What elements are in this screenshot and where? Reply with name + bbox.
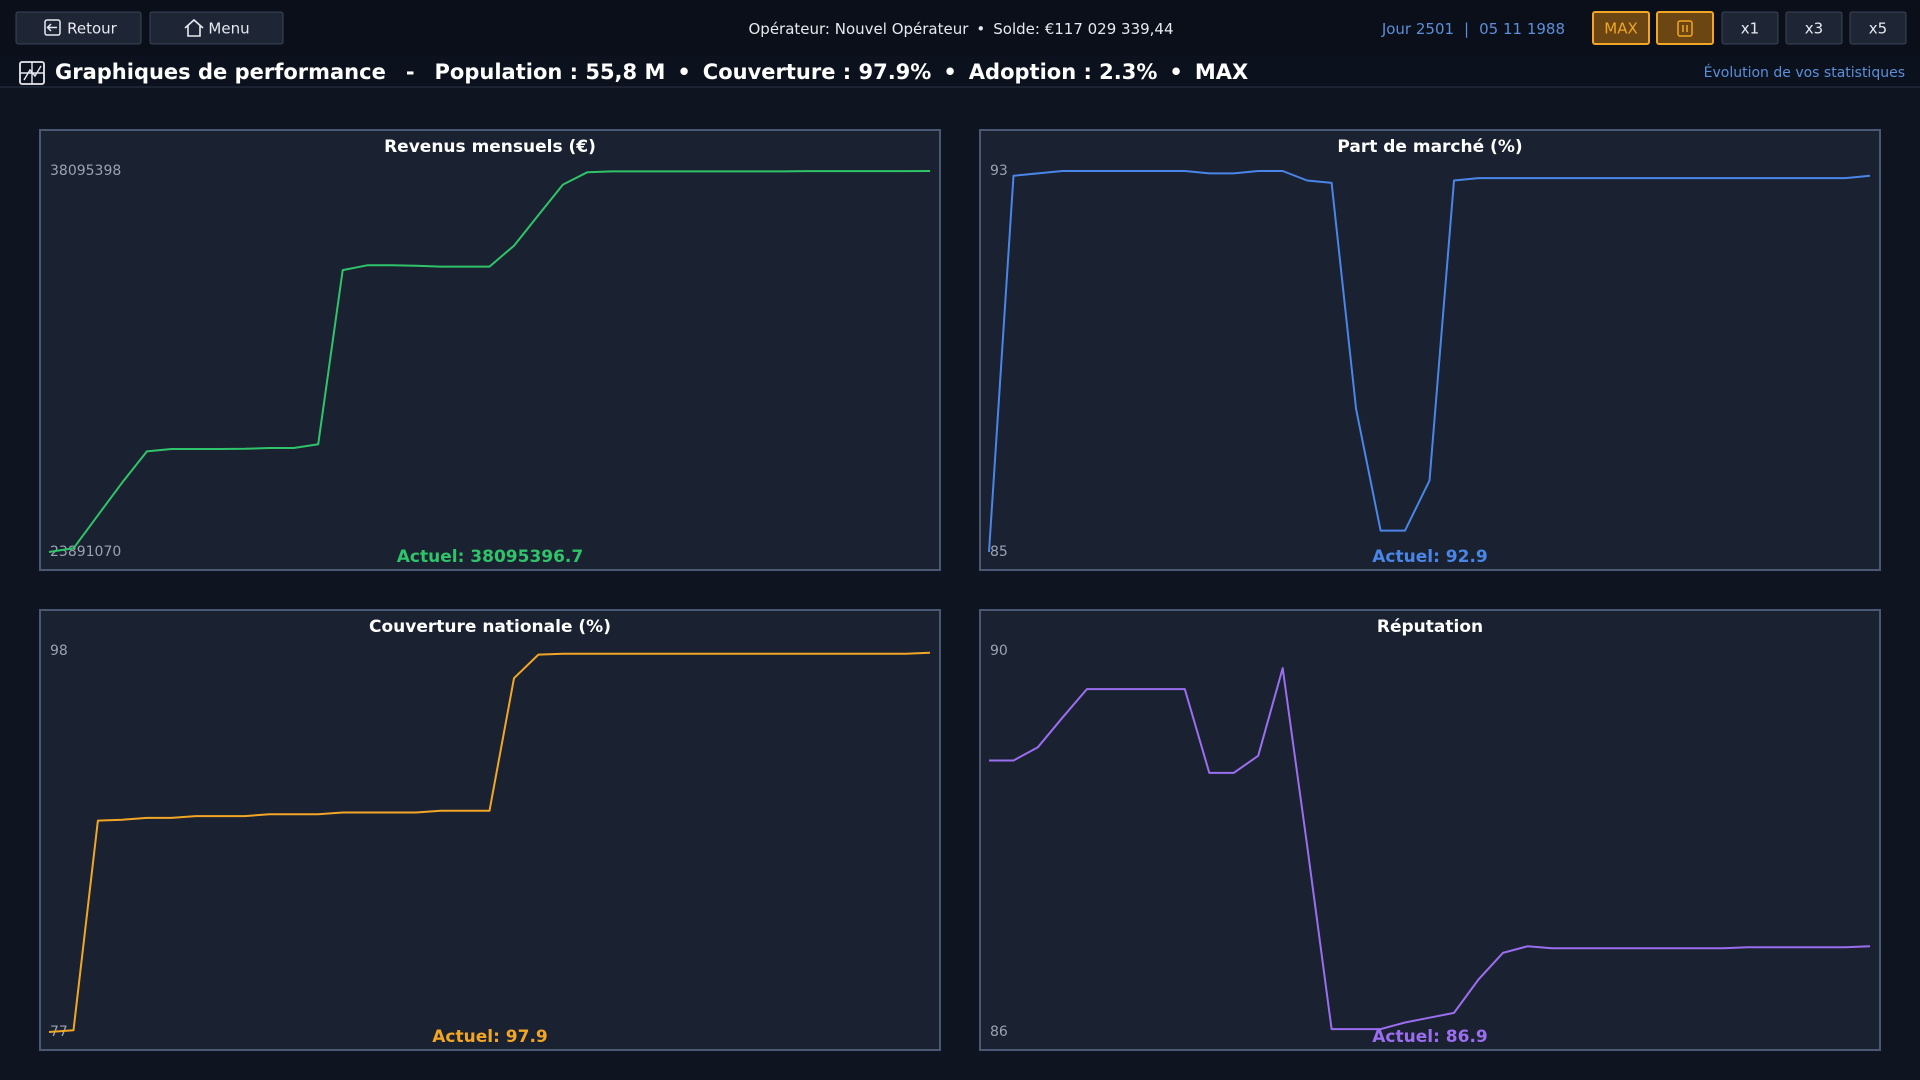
y-tick-label: 86 — [990, 1024, 1008, 1040]
separator: • — [677, 60, 690, 84]
button-frame[interactable] — [1592, 11, 1650, 45]
back-icon — [44, 19, 61, 36]
speed-button[interactable]: x3 — [1785, 11, 1843, 45]
current-value: Actuel: 38095396.7 — [397, 547, 583, 567]
button-label[interactable]: x3 — [1805, 20, 1823, 38]
subtitle: Évolution de vos statistiques — [1704, 64, 1905, 81]
panel-frame — [39, 609, 941, 1051]
y-tick-label: 23891070 — [50, 544, 121, 560]
chart-title: Part de marché (%) — [1337, 137, 1522, 157]
y-tick-label: 90 — [990, 643, 1008, 659]
button-frame[interactable] — [149, 11, 284, 45]
button-label[interactable]: Menu — [208, 20, 249, 38]
speed-button[interactable] — [1656, 11, 1714, 45]
series-line — [48, 170, 931, 553]
operator: Opérateur: Nouvel Opérateur — [748, 20, 969, 38]
button-label[interactable]: MAX — [1604, 20, 1637, 38]
speed-button[interactable]: x1 — [1721, 11, 1779, 45]
title-bar — [0, 56, 1920, 87]
button-frame[interactable] — [1785, 11, 1843, 45]
series-line — [989, 667, 1871, 1031]
chart-panel: Réputation 86 90 Actuel: 86.9 — [979, 609, 1881, 1051]
panel-frame — [979, 129, 1881, 571]
speed-button[interactable]: x5 — [1849, 11, 1907, 45]
button-label[interactable]: Retour — [67, 20, 118, 38]
pause-icon — [1677, 20, 1693, 37]
title: Graphiques de performance — [55, 60, 386, 84]
stat: Couverture : 97.9% — [703, 60, 932, 84]
date-divider: | — [1464, 20, 1469, 38]
stat: Population : 55,8 M — [435, 60, 666, 84]
chart-panel: Revenus mensuels (€) 23891070 38095398 Actu… — [39, 129, 941, 571]
date-line: Jour 2501 | 05 11 1988 — [1381, 20, 1565, 38]
stat: Adoption : 2.3% — [969, 60, 1158, 84]
icon-lines — [20, 62, 44, 84]
y-tick-label: 38095398 — [50, 163, 121, 179]
back-arrow — [46, 23, 57, 32]
stat: MAX — [1195, 60, 1248, 84]
chart-title: Revenus mensuels (€) — [384, 137, 596, 157]
panel-frame — [979, 609, 1881, 1051]
status-line: Opérateur: Nouvel Opérateur • Solde: €117 … — [748, 20, 1173, 38]
current-value: Actuel: 86.9 — [1372, 1027, 1487, 1047]
button-frame[interactable] — [1721, 11, 1779, 45]
back-button[interactable]: Retour — [15, 11, 142, 45]
pause-bars — [1682, 25, 1688, 32]
y-tick-label: 85 — [990, 544, 1008, 560]
speed-button[interactable]: MAX — [1592, 11, 1650, 45]
charts-icon — [19, 61, 45, 85]
y-tick-label: 93 — [990, 163, 1008, 179]
button-label[interactable]: x1 — [1741, 20, 1759, 38]
day: Jour 2501 — [1381, 20, 1454, 38]
button-frame[interactable] — [1656, 11, 1714, 45]
title-line: Graphiques de performance - Population : 5… — [55, 60, 1248, 84]
current-value: Actuel: 97.9 — [432, 1027, 547, 1047]
y-tick-label: 98 — [50, 643, 68, 659]
separator: • — [943, 60, 956, 84]
home-icon — [184, 18, 204, 37]
chart-title: Couverture nationale (%) — [369, 617, 611, 637]
chart-panel: Part de marché (%) 85 93 Actuel: 92.9 — [979, 129, 1881, 571]
menu-button[interactable]: Menu — [149, 11, 284, 45]
button-frame[interactable] — [1849, 11, 1907, 45]
current-value: Actuel: 92.9 — [1372, 547, 1487, 567]
separator: • — [1169, 60, 1182, 84]
speed-controls: MAX x1 x3 x5 — [1592, 11, 1907, 45]
balance: Solde: €117 029 339,44 — [993, 20, 1173, 38]
button-label[interactable]: x5 — [1869, 20, 1887, 38]
date: 05 11 1988 — [1479, 20, 1565, 38]
separator: • — [976, 20, 985, 38]
dash: - — [406, 60, 415, 84]
series-line — [988, 170, 1871, 553]
chart-title: Réputation — [1377, 617, 1483, 637]
panel-frame — [39, 129, 941, 571]
series-line — [48, 651, 931, 1033]
